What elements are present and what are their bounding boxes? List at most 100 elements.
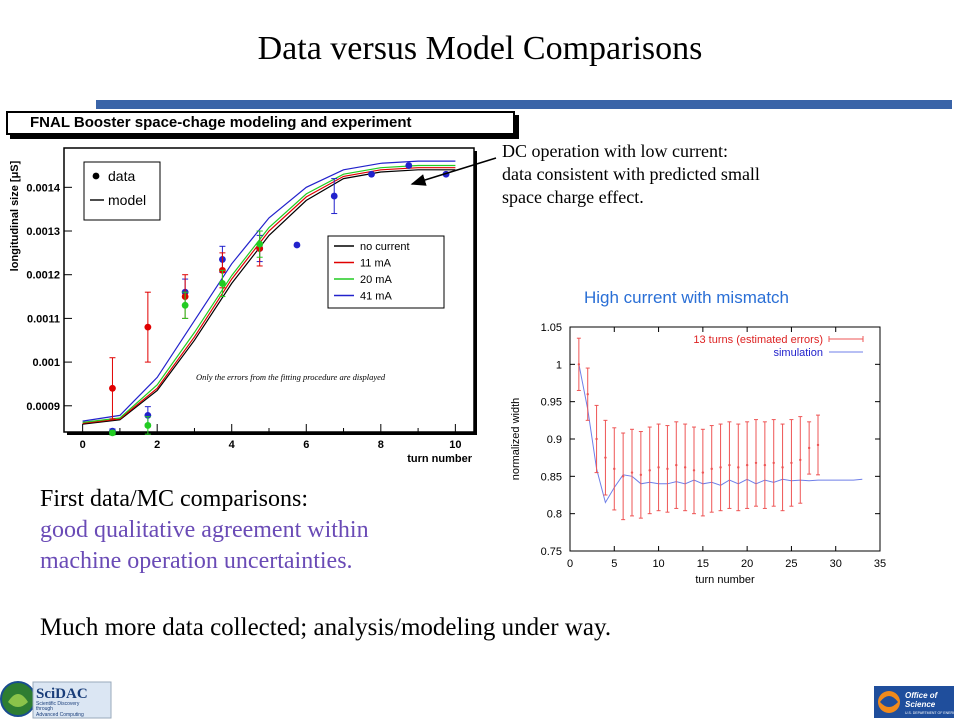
errorbar-point bbox=[737, 466, 740, 469]
errorbar-point bbox=[710, 467, 713, 471]
errorbar-point bbox=[799, 458, 802, 462]
errorbar-point bbox=[728, 463, 731, 467]
errorbar-point bbox=[745, 463, 749, 467]
note-arrow-line bbox=[410, 157, 497, 186]
data-point bbox=[181, 301, 189, 309]
errorbar-point bbox=[595, 437, 598, 441]
agreement-line-1: good qualitative agreement within bbox=[40, 517, 369, 543]
summary-text: First data/MC comparisons: good qualitat… bbox=[40, 484, 369, 577]
model-line bbox=[82, 164, 456, 423]
model-line bbox=[82, 169, 456, 425]
y-tick-label: 0.9 bbox=[547, 434, 562, 446]
data-point bbox=[144, 323, 152, 331]
x-tick-label: 5 bbox=[611, 558, 617, 570]
legend-label-errors: 13 turns (estimated errors) bbox=[693, 334, 823, 346]
errorbar-point bbox=[816, 443, 820, 447]
x-tick-label: 6 bbox=[303, 439, 309, 451]
y-tick-label: 0.8 bbox=[547, 509, 562, 521]
data-point bbox=[405, 162, 413, 169]
scidac-logo-line-1: Scientific Discovery bbox=[36, 701, 80, 707]
errorbar-point bbox=[586, 393, 589, 396]
x-tick-label: 20 bbox=[741, 558, 753, 570]
errorbar-point bbox=[683, 466, 687, 469]
errorbar-point bbox=[763, 463, 767, 467]
legend-marker-label: model bbox=[108, 192, 146, 208]
x-tick-label: 10 bbox=[449, 439, 461, 451]
y-tick-label: 0.0011 bbox=[27, 313, 60, 325]
y-axis-label: normalized width bbox=[510, 398, 522, 481]
errorbar-point bbox=[692, 469, 696, 472]
y-tick-label: 0.75 bbox=[541, 546, 562, 558]
y-tick-label: 0.0014 bbox=[26, 182, 61, 194]
y-tick-label: 0.0013 bbox=[26, 226, 60, 238]
errorbar-point bbox=[630, 471, 634, 474]
dc-note-line-2: data consistent with predicted small bbox=[502, 164, 760, 184]
first-line: First data/MC comparisons: bbox=[40, 486, 308, 512]
scidac-logo-line-3: Advanced Computing bbox=[36, 712, 84, 718]
model-line bbox=[82, 160, 456, 422]
errorbar-point bbox=[807, 446, 811, 450]
oos-logo-line-1: Office of bbox=[905, 691, 939, 700]
x-tick-label: 35 bbox=[874, 558, 886, 570]
errorbar-point bbox=[621, 475, 625, 478]
current-legend-label: no current bbox=[360, 241, 410, 253]
legend-dot-marker bbox=[92, 172, 100, 180]
errorbar-point bbox=[657, 466, 660, 469]
errorbar-point bbox=[701, 471, 705, 474]
x-tick-label: 0 bbox=[567, 558, 573, 570]
y-tick-label: 0.95 bbox=[541, 397, 562, 409]
data-point bbox=[330, 192, 338, 200]
errorbar-point bbox=[781, 466, 784, 469]
dc-note: DC operation with low current: data cons… bbox=[502, 140, 882, 209]
plot-frame bbox=[569, 326, 881, 552]
errorbar-point bbox=[754, 461, 758, 465]
plot-title-box bbox=[6, 111, 515, 135]
errorbar-point bbox=[790, 461, 793, 465]
data-point bbox=[368, 170, 375, 178]
width-chart: 0 5 10 15 20 25 30 35 0.75 0.8 0.85 0.9 0.95 1 1.05 tur… bbox=[510, 322, 886, 586]
oos-logo-line-3: U.S. DEPARTMENT OF ENERGY bbox=[905, 711, 959, 715]
y-axis-label: longitudinal size [μS] bbox=[9, 160, 21, 271]
model-line bbox=[82, 167, 456, 424]
errorbar-point bbox=[675, 463, 678, 467]
frame-shadow-bottom bbox=[67, 432, 477, 435]
dc-note-line-3: space charge effect. bbox=[502, 187, 644, 207]
data-point bbox=[256, 240, 264, 248]
x-tick-label: 8 bbox=[378, 439, 384, 451]
oos-logo-line-2: Science bbox=[905, 700, 936, 709]
title-rule bbox=[96, 100, 952, 109]
legend-marker-label: data bbox=[108, 168, 135, 184]
x-tick-label: 0 bbox=[80, 439, 86, 451]
x-tick-label: 10 bbox=[652, 558, 664, 570]
errorbar-point bbox=[639, 473, 643, 477]
y-tick-label: 0.0009 bbox=[26, 401, 60, 413]
x-tick-label: 15 bbox=[697, 558, 709, 570]
errorbar-point bbox=[719, 466, 722, 469]
scidac-logo-title: SciDAC bbox=[36, 686, 88, 702]
scidac-logo-line-2: through bbox=[36, 706, 53, 712]
x-tick-label: 4 bbox=[229, 439, 236, 451]
data-point bbox=[109, 429, 116, 437]
marker-legend-box bbox=[83, 161, 161, 221]
errorbar-point bbox=[772, 461, 775, 465]
x-tick-label: 2 bbox=[154, 439, 160, 451]
office-of-science-logo: Office of Science U.S. DEPARTMENT OF ENE… bbox=[874, 686, 959, 718]
plot-title: FNAL Booster space-chage modeling and ex… bbox=[30, 114, 412, 131]
x-axis-label: turn number bbox=[695, 574, 755, 586]
x-tick-label: 25 bbox=[785, 558, 797, 570]
errorbar-point bbox=[604, 456, 607, 459]
y-tick-label: 1 bbox=[556, 359, 562, 371]
current-legend-label: 11 mA bbox=[360, 258, 392, 270]
y-tick-label: 0.0012 bbox=[26, 270, 60, 282]
frame-shadow-right bbox=[474, 151, 477, 435]
dc-note-line-1: DC operation with low current: bbox=[502, 141, 728, 161]
data-point bbox=[293, 241, 301, 249]
slide-title: Data versus Model Comparisons bbox=[257, 30, 703, 67]
agreement-line-2: machine operation uncertainties. bbox=[40, 548, 353, 574]
data-point bbox=[219, 280, 226, 287]
errorbar-point bbox=[648, 469, 651, 472]
errorbar-point bbox=[666, 467, 669, 471]
data-point bbox=[109, 384, 116, 392]
errorbar-point bbox=[613, 467, 616, 471]
plot-annotation: Only the errors from the fitting procedu… bbox=[196, 372, 386, 382]
